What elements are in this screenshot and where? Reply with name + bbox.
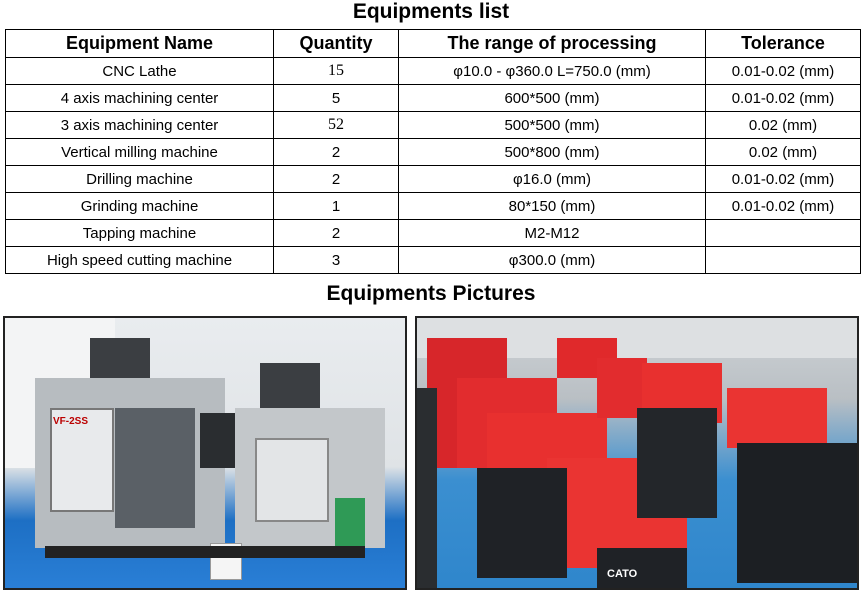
table-row: 3 axis machining center 52 500*500 (mm) 0.0…	[5, 111, 861, 139]
cell-range: 600*500 (mm)	[398, 84, 706, 112]
equipments-list-title: Equipments list	[352, 0, 510, 23]
cell-quantity: 2	[273, 165, 399, 193]
cell-tolerance: 0.01-0.02 (mm)	[705, 84, 861, 112]
cell-equipment-name: 4 axis machining center	[5, 84, 274, 112]
equipment-photo-red-machines: CATO	[415, 316, 859, 590]
cell-tolerance: 0.02 (mm)	[705, 111, 861, 139]
table-header-row: Equipment Name Quantity The range of pro…	[5, 29, 861, 58]
cell-equipment-name: Grinding machine	[5, 192, 274, 220]
equipment-table: Equipment Name Quantity The range of pro…	[5, 29, 861, 274]
cell-range: φ10.0 - φ360.0 L=750.0 (mm)	[398, 57, 706, 85]
machine-logo-text: CATO	[607, 568, 638, 580]
equipment-photo-grey-machines: VF-2SS	[3, 316, 407, 590]
cell-tolerance: 0.02 (mm)	[705, 138, 861, 166]
cell-range: M2-M12	[398, 219, 706, 247]
table-row: 4 axis machining center 5 600*500 (mm) 0.01…	[5, 84, 861, 112]
cell-tolerance: 0.01-0.02 (mm)	[705, 165, 861, 193]
cell-equipment-name: Vertical milling machine	[5, 138, 274, 166]
cell-equipment-name: High speed cutting machine	[5, 246, 274, 274]
cell-tolerance	[705, 219, 861, 247]
cell-range: 500*500 (mm)	[398, 111, 706, 139]
cell-equipment-name: Drilling machine	[5, 165, 274, 193]
table-row: CNC Lathe 15 φ10.0 - φ360.0 L=750.0 (mm) 0.…	[5, 57, 861, 85]
cell-quantity: 52	[273, 111, 399, 139]
cell-tolerance: 0.01-0.02 (mm)	[705, 192, 861, 220]
header-equipment-name: Equipment Name	[5, 29, 274, 58]
table-row: Vertical milling machine 2 500*800 (mm) 0.0…	[5, 138, 861, 166]
cell-tolerance: 0.01-0.02 (mm)	[705, 57, 861, 85]
cell-range: 500*800 (mm)	[398, 138, 706, 166]
cell-quantity: 2	[273, 219, 399, 247]
cell-range: 80*150 (mm)	[398, 192, 706, 220]
cell-range: φ16.0 (mm)	[398, 165, 706, 193]
cell-quantity: 3	[273, 246, 399, 274]
cell-equipment-name: CNC Lathe	[5, 57, 274, 85]
header-range: The range of processing	[398, 29, 706, 58]
table-row: High speed cutting machine 3 φ300.0 (mm)	[5, 246, 861, 274]
header-tolerance: Tolerance	[705, 29, 861, 58]
cell-quantity: 15	[273, 57, 399, 85]
equipments-pictures-title: Equipments Pictures	[326, 282, 536, 305]
cell-quantity: 1	[273, 192, 399, 220]
cell-equipment-name: 3 axis machining center	[5, 111, 274, 139]
cell-quantity: 2	[273, 138, 399, 166]
header-quantity: Quantity	[273, 29, 399, 58]
cell-equipment-name: Tapping machine	[5, 219, 274, 247]
cell-range: φ300.0 (mm)	[398, 246, 706, 274]
table-row: Grinding machine 1 80*150 (mm) 0.01-0.02 (m…	[5, 192, 861, 220]
table-row: Tapping machine 2 M2-M12	[5, 219, 861, 247]
cell-quantity: 5	[273, 84, 399, 112]
machine-logo-text: VF-2SS	[53, 416, 89, 427]
table-row: Drilling machine 2 φ16.0 (mm) 0.01-0.02 (mm…	[5, 165, 861, 193]
cell-tolerance	[705, 246, 861, 274]
